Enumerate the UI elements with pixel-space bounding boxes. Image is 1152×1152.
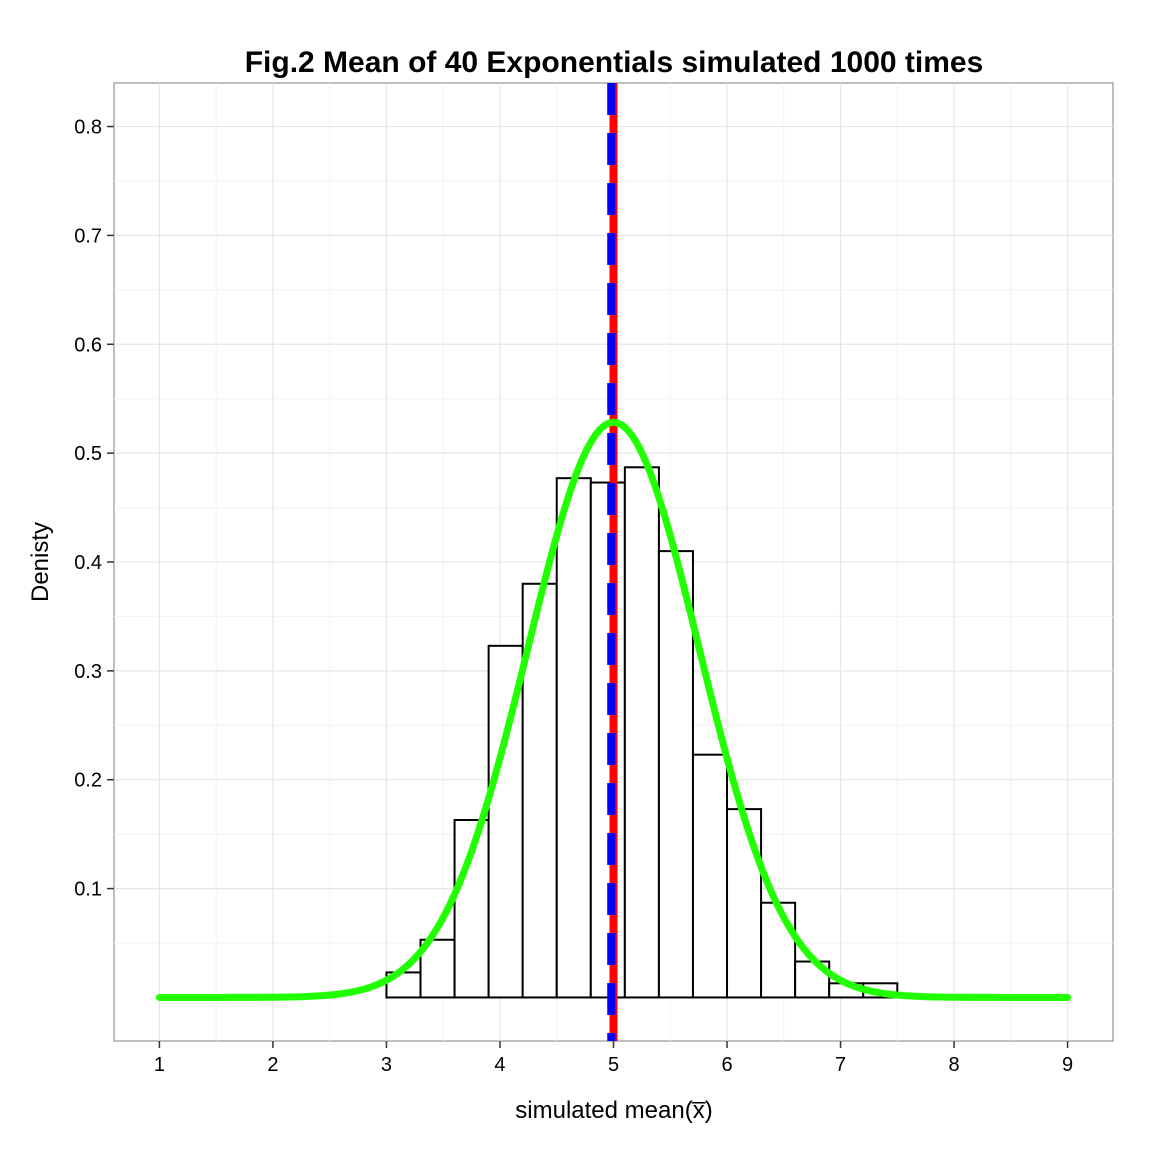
y-tick-label: 0.6 (74, 334, 102, 356)
x-tick-label: 6 (721, 1054, 732, 1076)
x-tick-label: 9 (1062, 1054, 1073, 1076)
x-tick-label: 8 (949, 1054, 960, 1076)
y-tick-label: 0.5 (74, 443, 102, 465)
x-tick-label: 3 (381, 1054, 392, 1076)
y-tick-label: 0.1 (74, 879, 102, 901)
y-axis-label: Denisty (27, 522, 54, 602)
histogram-bar (555, 477, 592, 999)
histogram-bar (623, 466, 660, 999)
histogram-bar (760, 901, 797, 999)
x-tick-label: 4 (494, 1054, 505, 1076)
y-tick-label: 0.4 (74, 552, 102, 574)
x-tick-label: 1 (154, 1054, 165, 1076)
x-tick-label: 2 (267, 1054, 278, 1076)
chart-title: Fig.2 Mean of 40 Exponentials simulated … (245, 46, 984, 79)
mean-lines (607, 83, 618, 1041)
x-tick-label: 7 (835, 1054, 846, 1076)
histogram-bar (657, 550, 694, 999)
x-axis-label: simulated mean(x̅) (515, 1097, 712, 1124)
y-tick-label: 0.3 (74, 661, 102, 683)
histogram-bar (726, 808, 763, 999)
y-tick-label: 0.8 (74, 117, 102, 139)
histogram-bar (691, 753, 729, 999)
y-axis: 0.1 0.2 0.3 0.4 0.5 0.6 0.7 0.8 (74, 117, 114, 901)
x-tick-label: 5 (608, 1054, 619, 1076)
y-tick-label: 0.2 (74, 770, 102, 792)
histogram-bars (385, 466, 899, 999)
y-tick-label: 0.7 (74, 225, 102, 247)
x-axis: 1 2 3 4 5 6 7 8 9 (154, 1041, 1073, 1076)
normal-curve (155, 418, 1072, 1001)
